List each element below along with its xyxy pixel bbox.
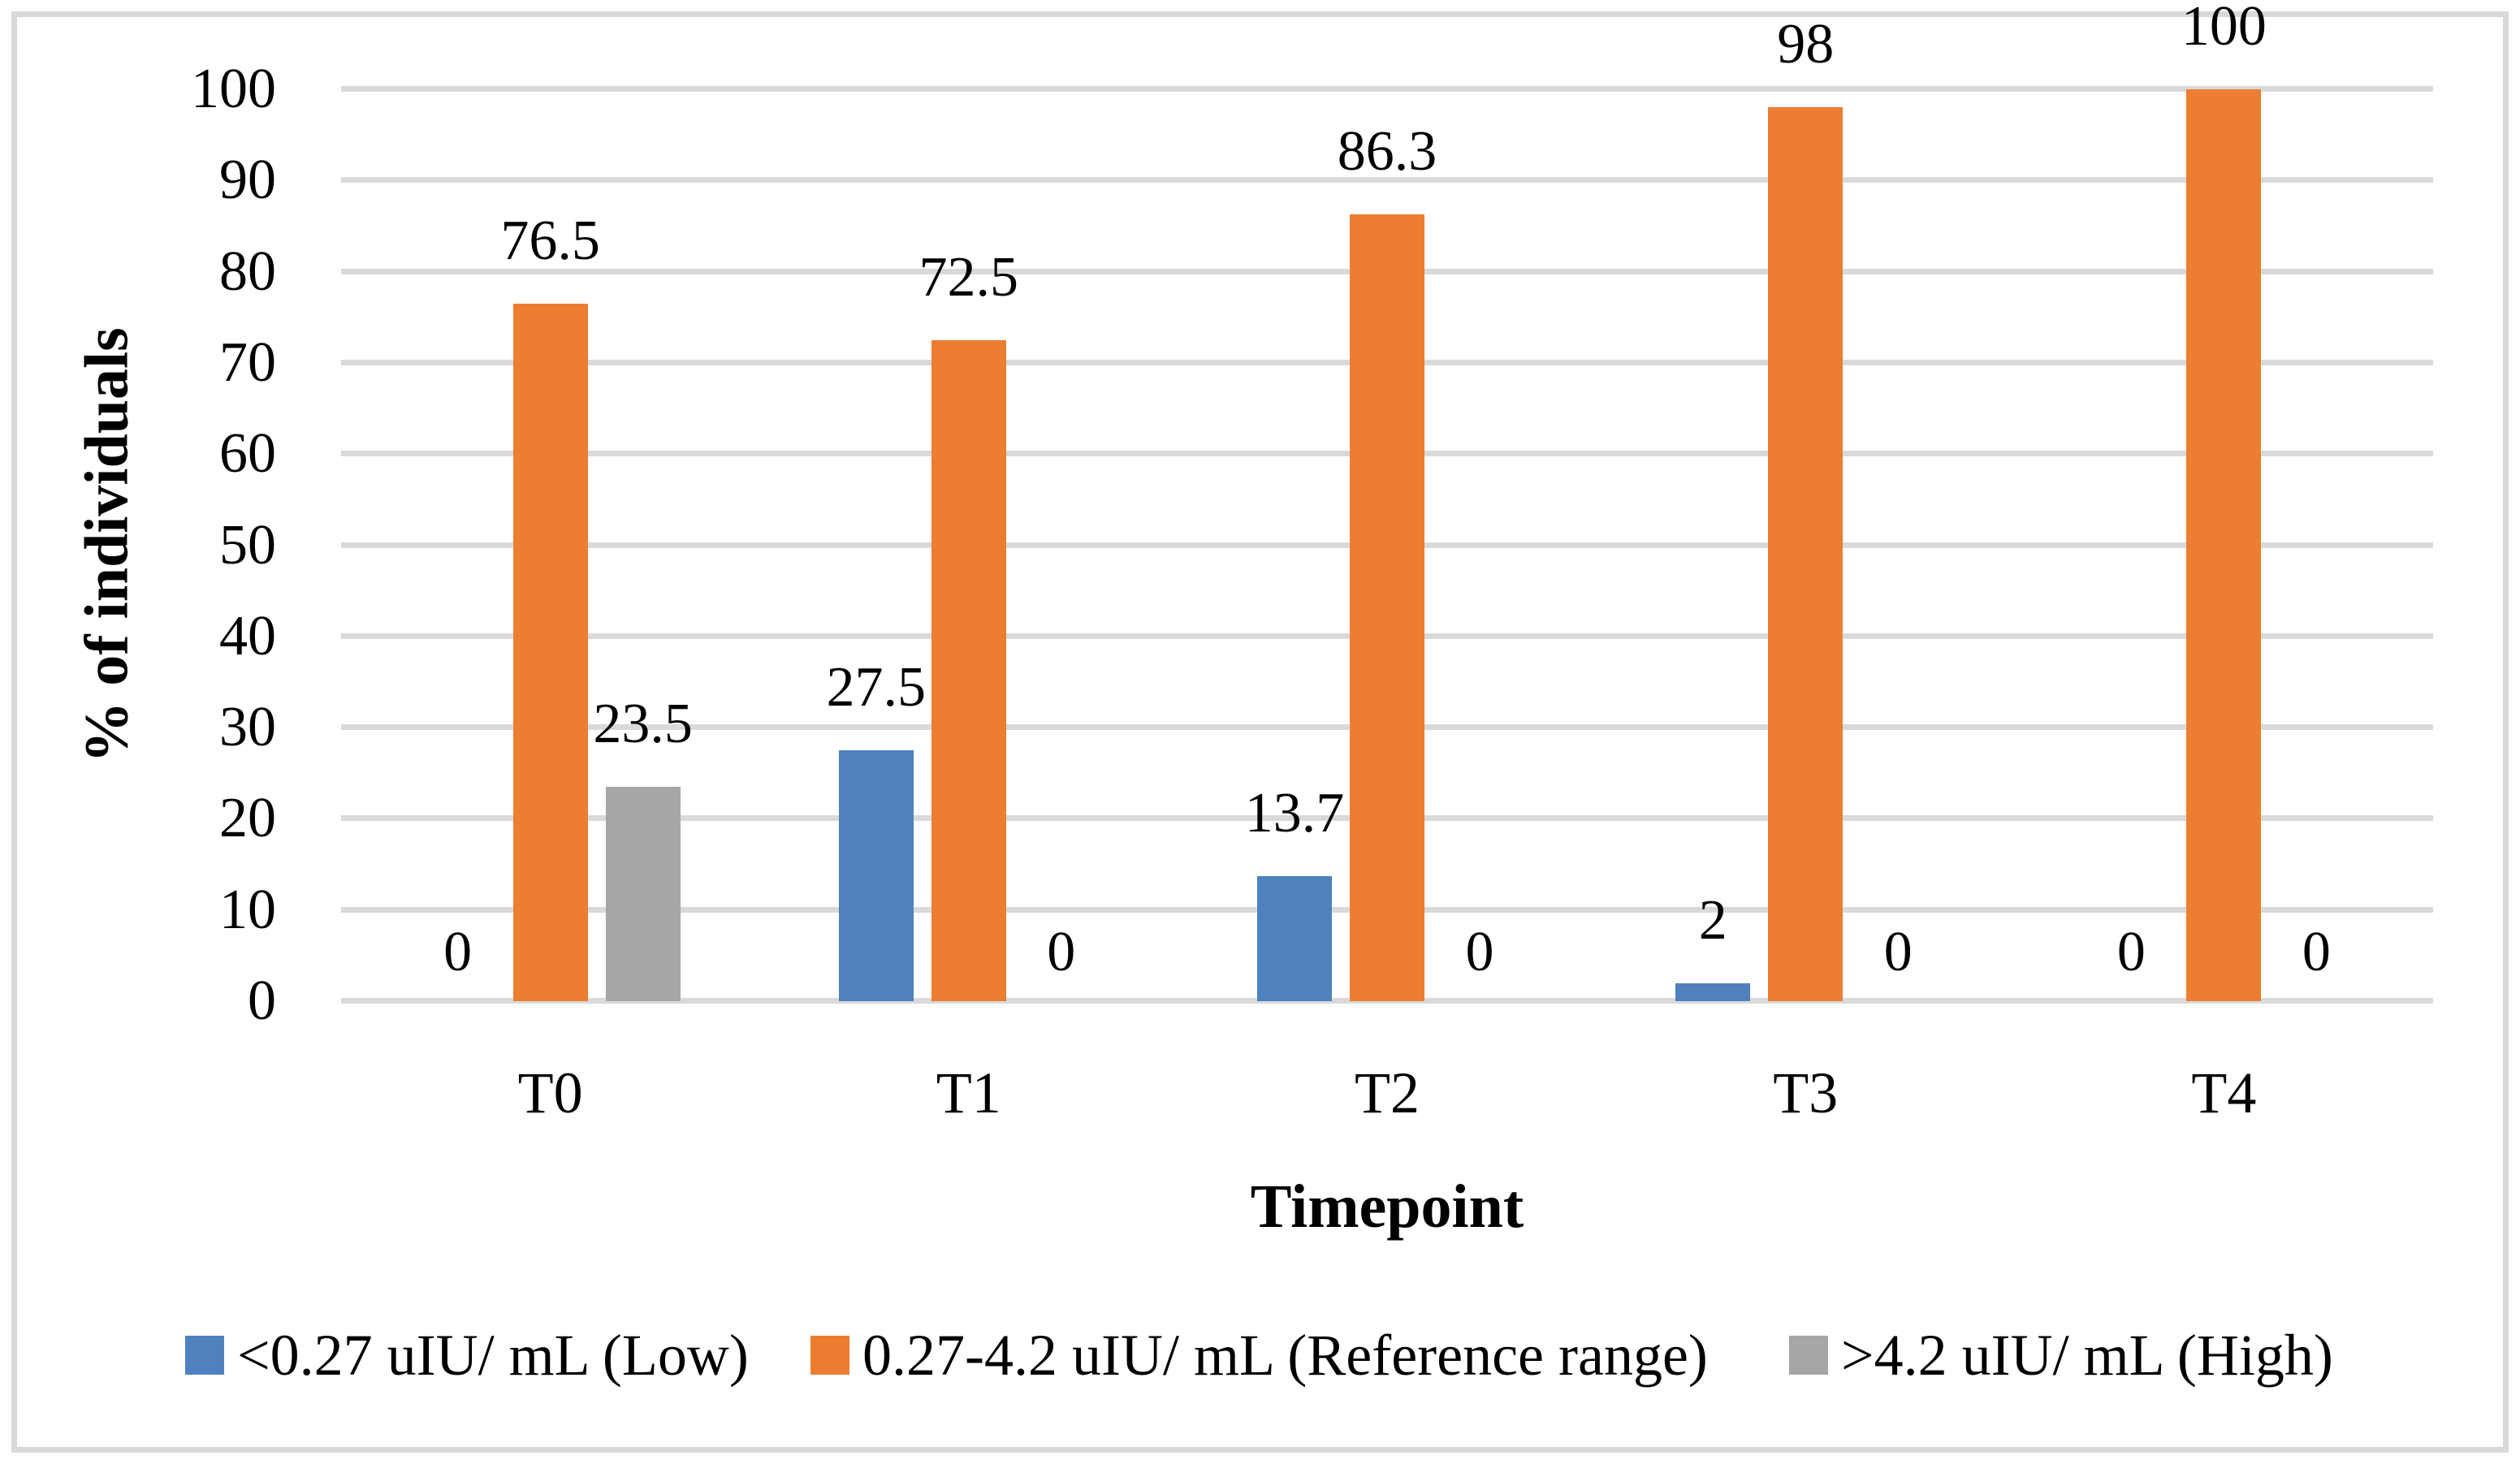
y-tick-label: 70: [219, 330, 276, 394]
bar-value-label: 86.3: [1337, 119, 1437, 183]
bar-value-label: 0: [1883, 921, 1913, 983]
x-category-label: T1: [936, 1060, 1001, 1125]
y-tick-label: 20: [219, 787, 276, 850]
x-category-label: T2: [1355, 1060, 1420, 1125]
legend-swatch: [810, 1336, 849, 1375]
x-category-label: T4: [2191, 1060, 2257, 1125]
x-category-label: T0: [517, 1060, 583, 1125]
bar-value-label: 76.5: [500, 209, 600, 272]
legend-label: >4.2 uIU/ mL (High): [1841, 1323, 2333, 1388]
bar-value-label: 0: [1047, 921, 1076, 983]
bar: [605, 787, 681, 1001]
y-tick-label: 10: [219, 878, 276, 941]
bar: [2186, 89, 2262, 1001]
bar: [512, 303, 588, 1001]
bar-value-label: 0: [2302, 921, 2331, 983]
bar-value-label: 13.7: [1244, 782, 1345, 845]
legend-label: <0.27 uIU/ mL (Low): [237, 1323, 749, 1388]
bar-value-label: 2: [1698, 888, 1727, 952]
bar-value-label: 0: [443, 921, 473, 983]
gridline: [341, 177, 2433, 184]
bar-value-label: 0: [1465, 921, 1494, 983]
plot-area: [341, 86, 2433, 1004]
legend-swatch: [1789, 1336, 1828, 1375]
legend-item: >4.2 uIU/ mL (High): [1789, 1326, 2333, 1384]
gridline: [341, 86, 2433, 92]
bar: [1257, 876, 1332, 1001]
bar: [1675, 982, 1751, 1001]
x-category-label: T3: [1773, 1060, 1839, 1125]
y-tick-label: 100: [191, 58, 276, 120]
y-tick-label: 30: [219, 696, 276, 759]
bar: [838, 750, 914, 1001]
y-tick-label: 60: [219, 422, 276, 486]
bar-value-label: 72.5: [919, 245, 1019, 309]
legend-item: 0.27-4.2 uIU/ mL (Reference range): [810, 1326, 1708, 1384]
legend-swatch: [185, 1336, 224, 1375]
y-tick-label: 90: [219, 149, 276, 212]
bar: [931, 339, 1006, 1001]
y-tick-label: 0: [248, 970, 276, 1032]
x-axis-title: Timepoint: [1250, 1172, 1524, 1241]
bar-value-label: 0: [2116, 921, 2146, 983]
y-tick-label: 50: [219, 513, 276, 577]
bar: [1768, 107, 1844, 1001]
legend-item: <0.27 uIU/ mL (Low): [185, 1326, 749, 1384]
bar-value-label: 27.5: [826, 656, 927, 719]
bar-value-label: 98: [1777, 13, 1835, 76]
legend-label: 0.27-4.2 uIU/ mL (Reference range): [862, 1323, 1708, 1388]
bar-value-label: 100: [2181, 0, 2267, 58]
bar-value-label: 23.5: [593, 693, 693, 756]
y-tick-label: 80: [219, 240, 276, 303]
y-tick-label: 40: [219, 604, 276, 667]
bar: [1350, 214, 1424, 1001]
